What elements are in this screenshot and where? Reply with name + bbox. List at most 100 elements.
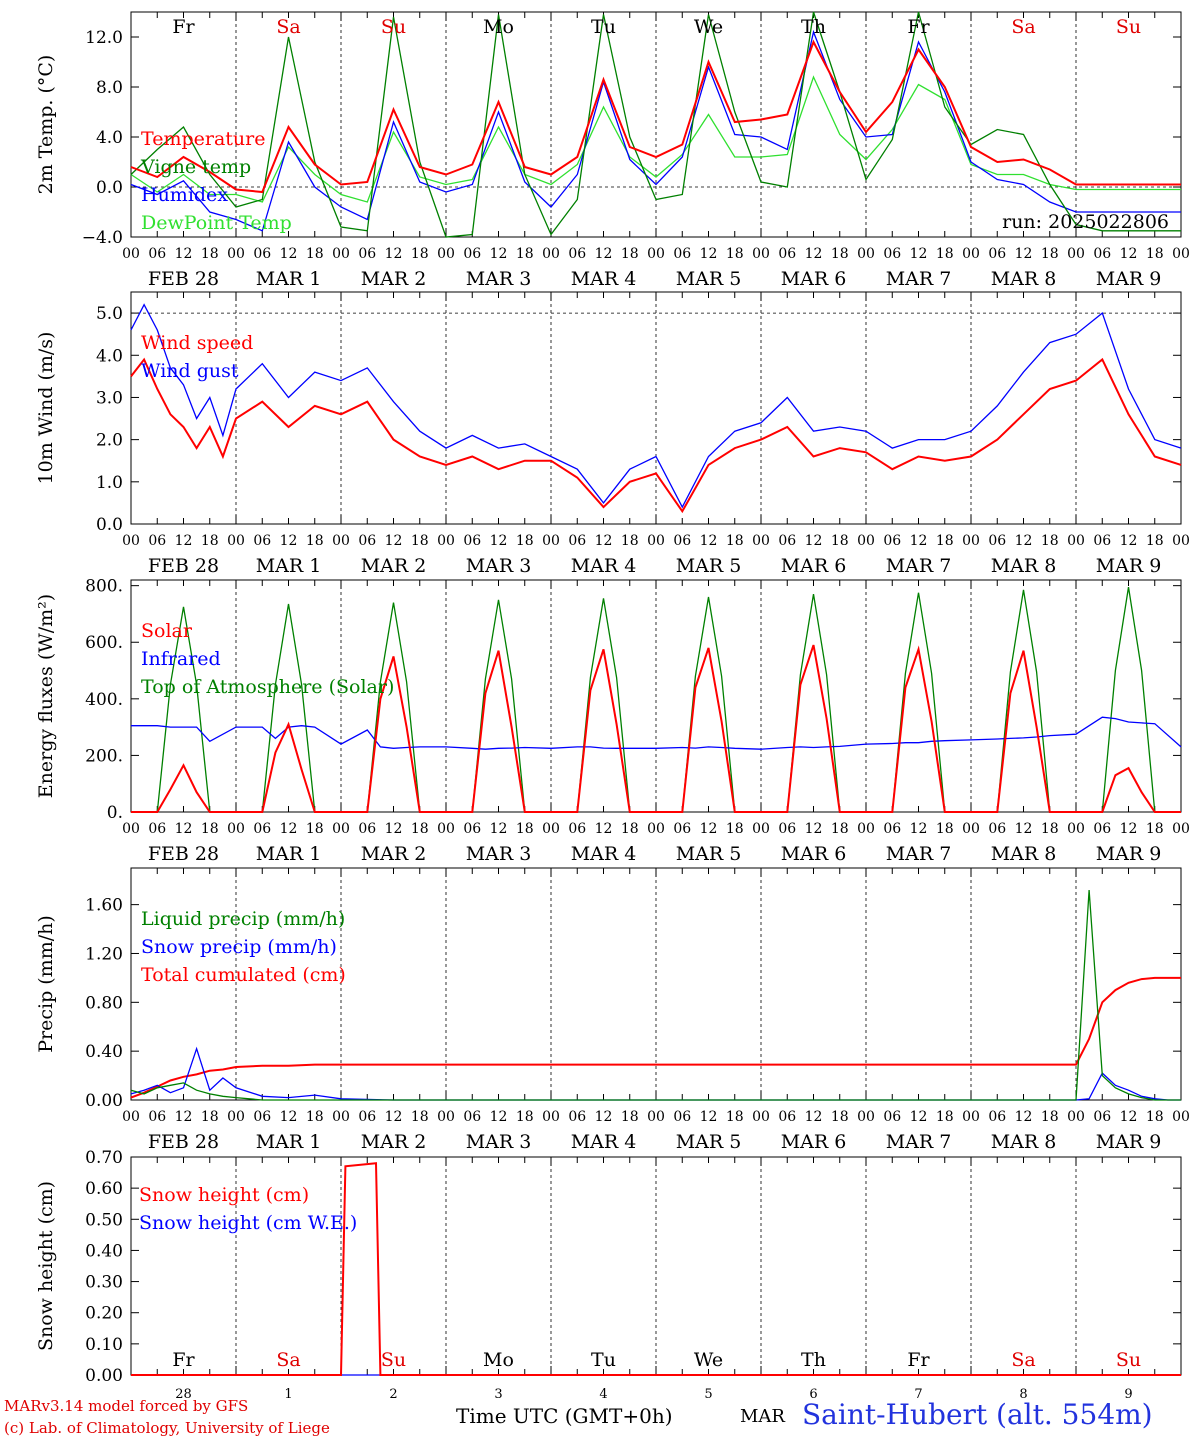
hour-tick-label: 12 [910,821,928,837]
hour-tick-label: 00 [752,1109,770,1125]
date-label: MAR 1 [256,555,322,577]
date-label: FEB 28 [148,555,219,577]
legend-entry: Temperature [141,128,265,150]
hour-tick-label: 06 [1093,246,1111,262]
hour-tick-label: 18 [411,533,429,549]
y-tick-label: 400. [85,690,123,710]
date-label: MAR 1 [256,268,322,290]
hour-tick-label: 00 [542,533,560,549]
day-number-label: 9 [1124,1387,1132,1402]
hour-tick-label: 18 [621,246,639,262]
hour-tick-label: 06 [883,1109,901,1125]
y-tick-label: 3.0 [96,388,123,408]
hour-tick-label: 18 [726,533,744,549]
hour-tick-label: 18 [306,1109,324,1125]
hour-tick-label: 12 [280,1109,298,1125]
day-of-week-label: Sa [276,1349,300,1371]
date-label: FEB 28 [148,843,219,865]
series-line-lightgreen [130,75,1181,203]
hour-tick-label: 06 [988,246,1006,262]
hour-tick-label: 06 [148,821,166,837]
hour-tick-label: 12 [1015,1109,1033,1125]
hour-tick-label: 06 [883,821,901,837]
hour-tick-label: 00 [122,821,140,837]
hour-tick-label: 12 [1120,821,1138,837]
day-of-week-label: Tu [591,16,616,38]
day-of-week-label: Su [1116,1349,1141,1371]
hour-tick-label: 18 [1146,246,1164,262]
date-label: MAR 5 [676,1131,742,1153]
date-label: MAR 4 [571,843,637,865]
hour-tick-label: 18 [1041,1109,1059,1125]
hour-tick-label: 06 [778,1109,796,1125]
day-of-week-label: Th [801,16,826,38]
hour-tick-label: 18 [831,821,849,837]
y-tick-label: 0.00 [85,1091,123,1111]
day-of-week-label: Th [801,1349,826,1371]
date-label: MAR 4 [571,555,637,577]
hour-tick-label: 06 [463,246,481,262]
hour-tick-label: 00 [752,533,770,549]
hour-tick-label: 00 [437,1109,455,1125]
hour-tick-label: 12 [175,1109,193,1125]
hour-tick-label: 18 [936,1109,954,1125]
hour-tick-label: 18 [831,246,849,262]
y-tick-label: 5.0 [96,304,123,324]
plot-frame [130,11,1182,238]
hour-tick-label: 06 [253,821,271,837]
hour-tick-label: 00 [227,1109,245,1125]
hour-tick-label: 18 [411,1109,429,1125]
y-tick-label: 1.0 [96,473,123,493]
hour-tick-label: 18 [306,821,324,837]
date-label: MAR 2 [361,555,427,577]
day-of-week-label: Fr [907,1349,930,1371]
series-line-blue [131,716,1182,750]
legend-entry: Humidex [141,184,228,206]
hour-tick-label: 18 [621,821,639,837]
series-line-red [131,644,1181,813]
hour-tick-label: 18 [201,1109,219,1125]
date-label: MAR 3 [466,268,532,290]
hour-tick-label: 12 [595,533,613,549]
date-label: MAR 9 [1096,1131,1162,1153]
y-tick-label: 1.60 [85,896,123,916]
hour-tick-label: 00 [1067,1109,1085,1125]
y-tick-label: 0.70 [85,1148,123,1168]
legend-entry: Total cumulated (cm) [141,964,346,986]
day-of-week-label: Sa [1011,1349,1035,1371]
hour-tick-label: 00 [962,821,980,837]
series-line-red [130,357,1182,514]
day-of-week-label: Su [1116,16,1141,38]
hour-tick-label: 06 [463,1109,481,1125]
day-number-label: 1 [284,1387,292,1402]
hour-tick-label: 18 [516,246,534,262]
date-label: MAR 6 [781,843,847,865]
hour-tick-label: 06 [568,821,586,837]
hour-tick-label: 00 [857,533,875,549]
month-label: MAR [740,1406,785,1427]
hour-tick-label: 12 [805,821,823,837]
hour-tick-label: 18 [936,246,954,262]
date-label: MAR 5 [676,268,742,290]
day-of-week-label: Mo [483,1349,514,1371]
hour-tick-label: 12 [385,821,403,837]
date-label: MAR 9 [1096,268,1162,290]
hour-tick-label: 00 [332,533,350,549]
hour-tick-label: 00 [332,821,350,837]
hour-tick-label: 00 [857,821,875,837]
hour-tick-label: 12 [1120,246,1138,262]
hour-tick-label: 12 [175,246,193,262]
day-of-week-label: Fr [907,16,930,38]
series-line-blue [130,303,1182,509]
date-label: MAR 5 [676,843,742,865]
date-label: MAR 9 [1096,843,1162,865]
y-tick-label: 0.60 [85,1179,123,1199]
hour-tick-label: 00 [1172,246,1190,262]
y-tick-label: 0.00 [85,1366,123,1386]
y-axis-label: Precip (mm/h) [35,915,57,1053]
hour-tick-label: 00 [1067,246,1085,262]
hour-tick-label: 12 [175,821,193,837]
panel-4 [130,867,1182,1101]
legend-entry: Infrared [141,648,221,670]
